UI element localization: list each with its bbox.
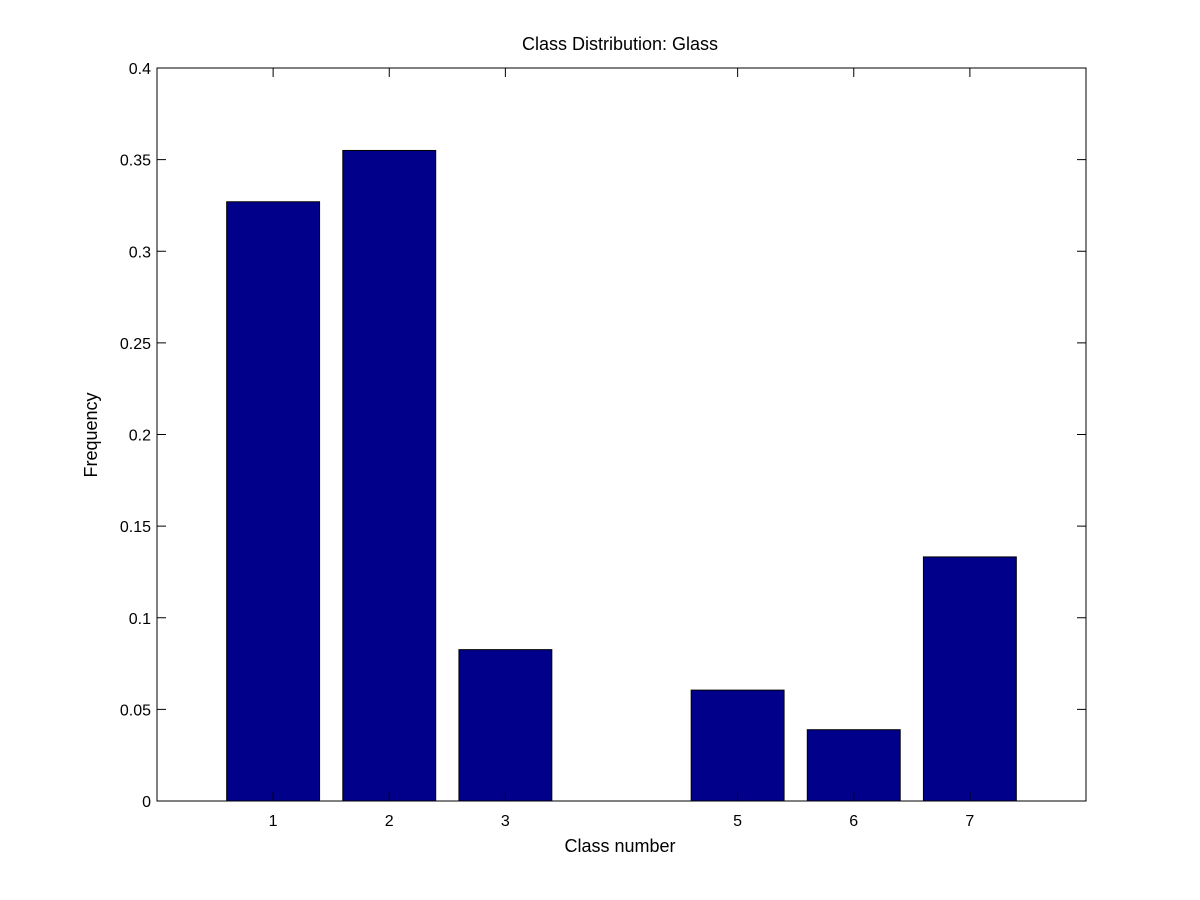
bar-class-3: [458, 649, 553, 802]
y-tick-label: 0.3: [129, 244, 151, 261]
y-tick-label: 0.05: [120, 702, 151, 719]
y-tick-label: 0.15: [120, 519, 151, 536]
x-tick-label: 3: [501, 813, 510, 830]
y-tick-label: 0.1: [129, 611, 151, 628]
x-axis-label: Class number: [564, 836, 675, 856]
bar-class-5: [690, 689, 785, 802]
chart-title: Class Distribution: Glass: [522, 34, 718, 54]
bar-class-7: [922, 556, 1017, 802]
x-tick-label: 7: [965, 813, 974, 830]
x-tick-label: 5: [733, 813, 742, 830]
y-tick-label: 0: [142, 794, 151, 811]
x-tick-label: 1: [269, 813, 278, 830]
x-tick-label: 6: [849, 813, 858, 830]
bars-layer: [226, 149, 1017, 802]
y-axis-label: Frequency: [81, 392, 101, 477]
bar-class-2: [342, 149, 437, 802]
ticks-layer: 0 0.05 0.1 0.15 0.2 0.25 0.3 0.35 0.4 1 2 3 5 6 7: [120, 61, 1086, 830]
x-tick-label: 2: [385, 813, 394, 830]
bar-class-1: [226, 201, 321, 802]
bar-class-6: [806, 729, 901, 802]
y-tick-label: 0.4: [129, 61, 151, 78]
y-tick-label: 0.35: [120, 153, 151, 170]
y-tick-label: 0.25: [120, 336, 151, 353]
y-tick-label: 0.2: [129, 428, 151, 445]
